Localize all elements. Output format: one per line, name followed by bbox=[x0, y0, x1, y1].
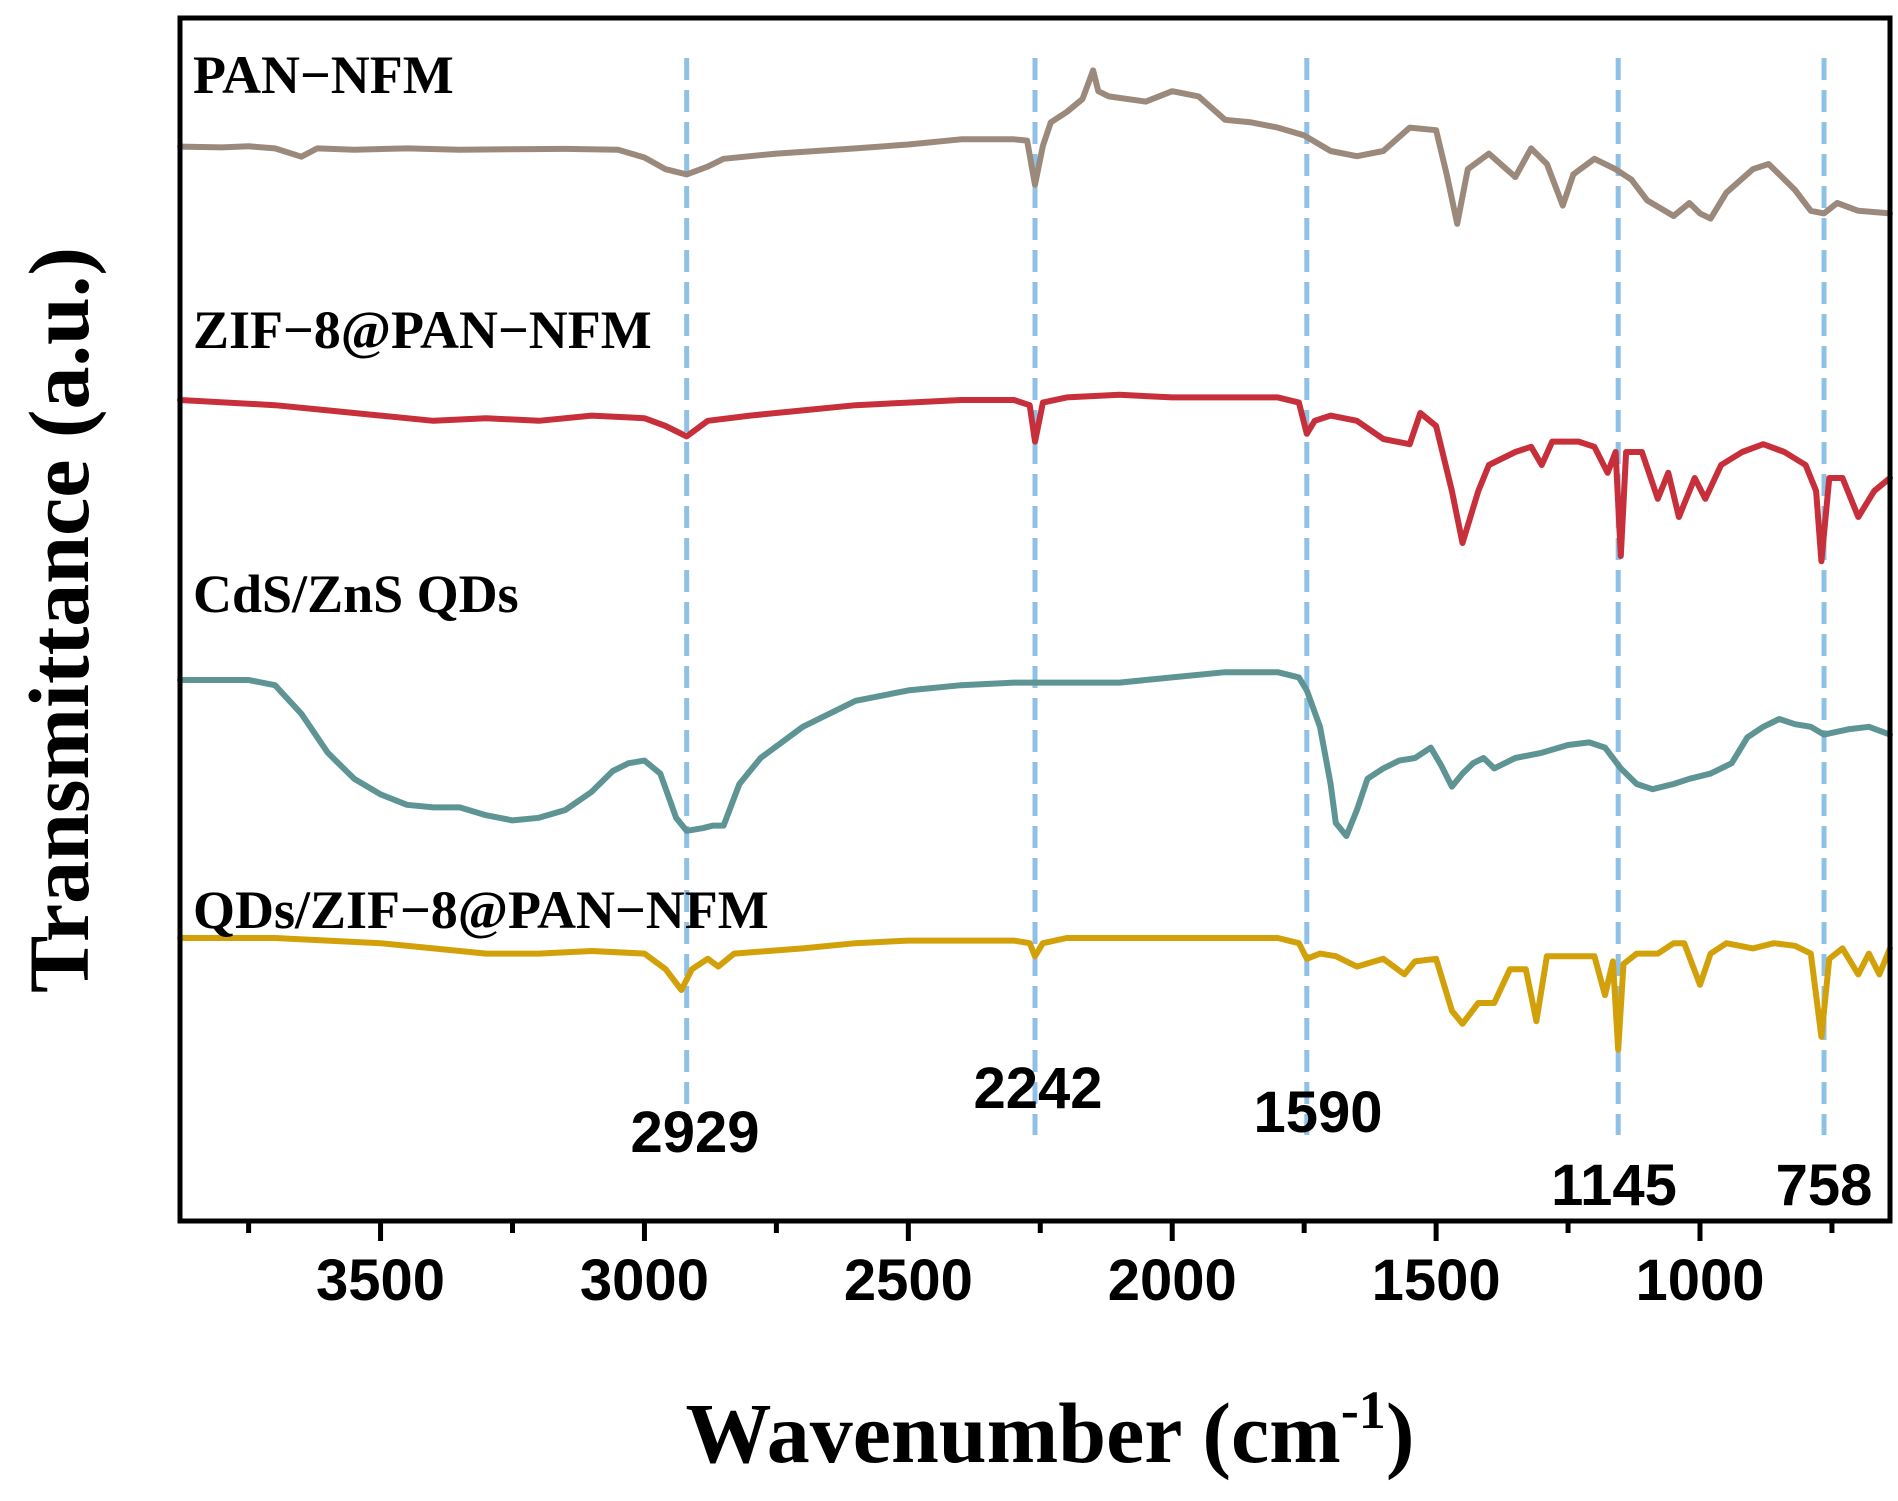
x-tick-label: 3500 bbox=[316, 1248, 445, 1313]
series-label: CdS/ZnS QDs bbox=[193, 564, 519, 624]
spectrum-line bbox=[177, 935, 1893, 1053]
series-label: QDs/ZIF−8@PAN−NFM bbox=[193, 880, 769, 940]
x-axis-ticks bbox=[246, 1221, 1835, 1241]
x-axis-title: Wavenumber (cm-1) bbox=[686, 1380, 1415, 1481]
peak-labels: 2929 2242 1590 1145 758 bbox=[630, 1056, 1872, 1218]
x-tick-label: 1500 bbox=[1372, 1248, 1501, 1313]
series-label: ZIF−8@PAN−NFM bbox=[193, 300, 652, 360]
peak-label: 2929 bbox=[630, 1100, 759, 1165]
x-tick-label: 2000 bbox=[1108, 1248, 1237, 1313]
series-label: PAN−NFM bbox=[193, 45, 454, 105]
spectra bbox=[177, 67, 1893, 1053]
peak-label: 1590 bbox=[1253, 1080, 1382, 1145]
x-tick-label: 2500 bbox=[844, 1248, 973, 1313]
peak-label: 758 bbox=[1776, 1153, 1873, 1218]
plot-frame bbox=[177, 15, 1893, 1224]
y-axis-title: Transmittance (a.u.) bbox=[11, 247, 107, 993]
peak-label: 1145 bbox=[1551, 1153, 1677, 1218]
peak-label: 2242 bbox=[973, 1056, 1102, 1121]
peak-markers bbox=[684, 58, 1827, 1135]
spectrum-line bbox=[177, 391, 1893, 565]
x-tick-label: 1000 bbox=[1635, 1248, 1764, 1313]
x-tick-label: 3000 bbox=[580, 1248, 709, 1313]
spectrum-line bbox=[177, 669, 1893, 839]
spectrum-line bbox=[177, 67, 1893, 227]
series-labels: PAN−NFM ZIF−8@PAN−NFM CdS/ZnS QDs QDs/ZIF−8… bbox=[193, 45, 769, 940]
x-axis-tick-labels: 3500 3000 2500 2000 1500 1000 bbox=[316, 1248, 1764, 1313]
